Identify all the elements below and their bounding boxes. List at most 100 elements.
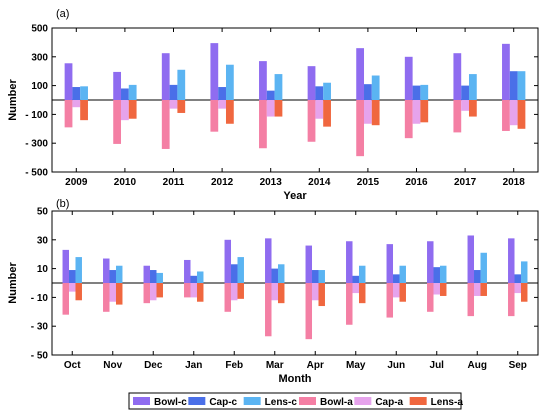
bar-bowl-a-dec (143, 283, 151, 304)
x-tick-label: 2010 (114, 177, 137, 188)
bar-bowl-c-aug (467, 235, 475, 283)
bar-lens-a-dec (156, 283, 163, 298)
x-axis-label-b: Month (279, 373, 312, 385)
bar-bowl-c-apr (305, 245, 313, 283)
bar-lens-c-jul (439, 265, 447, 283)
bar-bowl-a-sep (508, 283, 515, 317)
bar-cap-a-jan (190, 283, 197, 298)
x-tick-label: Nov (103, 360, 122, 371)
x-tick-label: Dec (144, 360, 163, 371)
bar-bowl-c-jul (427, 241, 434, 283)
bar-lens-c-2013 (274, 74, 283, 100)
x-tick-label: Jan (185, 360, 202, 371)
bar-cap-c-2012 (218, 87, 226, 100)
bar-lens-c-nov (115, 265, 123, 283)
y-tick-label: 30 (37, 235, 49, 246)
bar-cap-c-apr (312, 270, 319, 283)
bar-lens-c-feb (237, 257, 244, 283)
bar-lens-c-2010 (128, 84, 137, 100)
bars-b (62, 235, 528, 340)
y-ticks-a: - 500 - 300 - 100 100 300 500 (25, 24, 538, 179)
legend-swatch-lens-a (409, 397, 427, 405)
y-tick-label: - 300 (25, 139, 48, 150)
bar-bowl-c-feb (224, 239, 232, 283)
bar-cap-c-dec (150, 270, 157, 283)
bar-cap-c-jul (433, 267, 440, 283)
x-tick-label: 2009 (65, 177, 88, 188)
bar-lens-c-apr (318, 270, 325, 283)
bar-cap-a-2017 (461, 100, 469, 111)
bar-cap-c-nov (109, 270, 116, 283)
bar-lens-c-aug (480, 252, 487, 283)
bar-bowl-a-2009 (64, 100, 73, 128)
bar-lens-c-oct (75, 257, 82, 283)
x-tick-label: 2014 (308, 177, 331, 188)
y-tick-label: 50 (37, 207, 49, 218)
bar-bowl-a-feb (224, 283, 232, 312)
bar-lens-a-may (358, 283, 366, 304)
legend-label-cap-c: Cap-c (209, 397, 237, 408)
bar-bowl-c-2016 (404, 56, 413, 100)
bar-lens-a-feb (237, 283, 244, 299)
bar-cap-a-apr (312, 283, 319, 301)
bar-cap-c-oct (69, 270, 76, 283)
bar-lens-a-jul (439, 283, 447, 296)
bar-bowl-c-sep (508, 238, 515, 283)
bar-bowl-c-jan (184, 259, 191, 283)
legend-label-cap-a: Cap-a (375, 397, 403, 408)
bar-lens-a-nov (115, 283, 123, 305)
x-tick-label: Oct (64, 360, 81, 371)
panel-label-a: (a) (56, 8, 69, 20)
x-tick-label: Apr (307, 360, 324, 371)
y-tick-label: 300 (31, 52, 48, 63)
bar-lens-a-2017 (468, 100, 477, 117)
bar-cap-c-jan (190, 275, 197, 283)
bar-bowl-c-2014 (307, 66, 316, 100)
bar-lens-a-sep (520, 283, 528, 302)
bar-bowl-c-2013 (259, 61, 267, 100)
legend-swatch-cap-c (188, 397, 206, 405)
bar-cap-a-dec (150, 283, 157, 301)
bar-cap-c-2010 (121, 88, 129, 100)
bar-cap-a-aug (474, 283, 481, 296)
bar-bowl-c-2012 (210, 43, 219, 100)
bar-cap-a-2011 (169, 100, 178, 109)
legend-label-bowl-c: Bowl-c (154, 397, 187, 408)
bar-lens-c-jun (399, 265, 406, 283)
bar-cap-a-2015 (364, 100, 372, 124)
bar-cap-c-jun (393, 274, 400, 283)
bar-lens-a-2011 (177, 100, 186, 113)
bar-cap-a-2016 (412, 100, 421, 124)
bar-cap-c-feb (231, 264, 238, 283)
y-tick-label: - 100 (25, 110, 48, 121)
legend-items: Bowl-c Cap-c Lens-c Bowl-a Cap-a Lens-a (133, 397, 463, 408)
bar-lens-c-2014 (323, 82, 331, 100)
bar-cap-c-may (352, 275, 359, 283)
bar-bowl-a-oct (62, 283, 70, 315)
bar-lens-a-mar (277, 283, 285, 304)
bar-cap-a-mar (271, 283, 278, 301)
x-tick-label: 2016 (405, 177, 428, 188)
bar-cap-a-2013 (266, 100, 275, 117)
y-tick-label: 500 (31, 24, 48, 35)
bars-a (64, 43, 526, 157)
bar-bowl-a-2015 (356, 100, 365, 157)
bar-bowl-a-2013 (259, 100, 267, 149)
x-ticks-a: 2009 2010 2011 2012 2013 2014 2015 2016 2017 2018 (65, 28, 525, 188)
bar-cap-c-2014 (315, 86, 324, 100)
y-axis-label-a: Number (7, 79, 19, 121)
bar-bowl-a-2016 (404, 100, 413, 139)
bar-cap-c-aug (474, 270, 481, 283)
bar-cap-c-2018 (509, 71, 518, 100)
bar-cap-c-sep (514, 274, 521, 283)
bar-bowl-c-mar (265, 238, 272, 283)
bar-bowl-c-nov (103, 258, 110, 283)
bar-cap-a-may (352, 283, 359, 294)
x-axis-label-a: Year (283, 190, 307, 202)
x-ticks-b: Oct Nov Dec Jan Feb Mar Apr May Jun Jul Aug Sep (64, 211, 527, 371)
bar-cap-a-2014 (315, 100, 324, 119)
bar-lens-c-jan (196, 271, 204, 283)
x-tick-label: Sep (509, 360, 527, 371)
bar-cap-a-2009 (72, 100, 81, 108)
